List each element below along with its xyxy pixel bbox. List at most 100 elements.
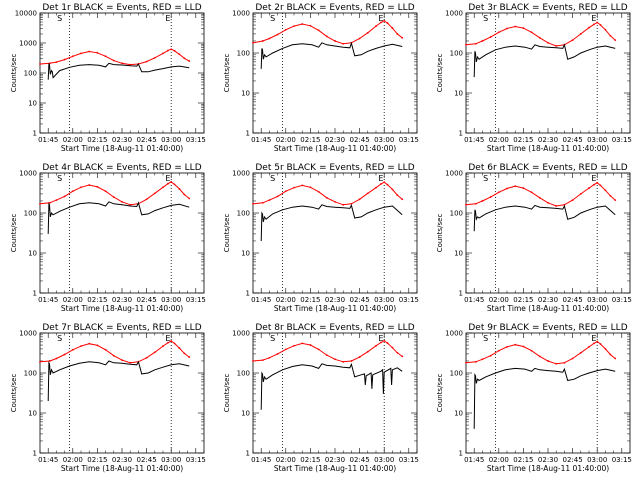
lld-point xyxy=(268,37,271,40)
lld-point xyxy=(80,52,82,55)
x-tick-label: 02:45 xyxy=(350,456,370,464)
lld-point xyxy=(588,187,590,189)
x-tick-label: 02:30 xyxy=(112,456,132,464)
lld-point xyxy=(380,341,382,344)
x-tick-label: 02:00 xyxy=(276,296,296,304)
lld-point xyxy=(599,184,602,187)
lld-point xyxy=(71,348,74,351)
lld-point xyxy=(497,31,500,34)
lld-point xyxy=(481,358,484,361)
lld-point xyxy=(465,203,467,206)
x-tick-label: 01:45 xyxy=(464,456,484,464)
lld-point xyxy=(301,184,304,187)
lld-point xyxy=(162,345,164,348)
panel-7r: Det 7r BLACK = Events, RED = LLD 1 10 100 10… xyxy=(10,323,206,473)
plot-frame xyxy=(465,332,631,454)
series-events xyxy=(473,367,616,429)
lld-point xyxy=(497,191,500,194)
lld-point xyxy=(121,359,123,362)
series-lld xyxy=(252,20,403,45)
lld-point xyxy=(506,187,508,190)
lld-point xyxy=(252,202,254,205)
lld-point xyxy=(167,49,169,52)
x-tick-label: 01:45 xyxy=(251,456,271,464)
marker-S: S xyxy=(483,174,488,183)
lld-point xyxy=(145,60,148,63)
lld-point xyxy=(284,190,287,193)
plot-frame xyxy=(465,12,631,134)
marker-S: S xyxy=(270,14,275,23)
y-tick-label: 1 xyxy=(33,130,37,138)
lld-point xyxy=(293,186,295,189)
lld-point xyxy=(39,63,41,65)
y-tick-label: 10 xyxy=(454,410,463,418)
lld-point xyxy=(88,342,91,345)
lld-point xyxy=(596,340,599,343)
lld-point xyxy=(366,350,369,353)
lld-point xyxy=(129,361,132,364)
lld-point xyxy=(153,351,156,354)
lld-point xyxy=(614,39,617,42)
y-tick-label: 10 xyxy=(241,250,250,258)
lld-point xyxy=(276,33,279,36)
x-tick-label: 02:00 xyxy=(276,456,296,464)
lld-point xyxy=(563,203,566,206)
lld-point xyxy=(604,189,607,192)
x-tick-label: 03:00 xyxy=(587,296,607,304)
lld-point xyxy=(375,344,377,347)
y-tick-label: 10000 xyxy=(15,10,37,18)
lld-point xyxy=(301,342,304,345)
lld-point xyxy=(588,26,590,29)
marker-S: S xyxy=(57,334,62,343)
x-axis-label: Start Time (18-Aug-11 01:40:00) xyxy=(274,144,396,153)
y-tick-label: 100 xyxy=(237,370,250,378)
y-tick-label: 1 xyxy=(246,290,250,298)
lld-point xyxy=(121,200,123,203)
lld-point xyxy=(317,348,320,351)
panel-3r: Det 3r BLACK = Events, RED = LLD 1 10 100 10… xyxy=(436,3,632,153)
lld-point xyxy=(391,27,394,29)
lld-point xyxy=(55,61,58,64)
x-tick-label: 03:15 xyxy=(186,296,206,304)
marker-S: S xyxy=(483,334,488,343)
y-tick-label: 1 xyxy=(459,130,463,138)
lld-point xyxy=(386,342,389,344)
x-tick-label: 02:30 xyxy=(325,456,345,464)
marker-E: E xyxy=(378,14,383,23)
x-axis-label: Start Time (18-Aug-11 01:40:00) xyxy=(487,304,609,313)
lld-point xyxy=(293,344,295,347)
x-tick-label: 02:45 xyxy=(563,456,583,464)
y-tick-label: 100 xyxy=(24,210,37,218)
lld-point xyxy=(358,198,361,201)
lld-point xyxy=(48,360,51,362)
lld-point xyxy=(538,196,541,199)
lld-point xyxy=(383,181,386,184)
y-tick-label: 1000 xyxy=(445,330,463,338)
lld-point xyxy=(375,25,377,28)
lld-point xyxy=(153,56,156,59)
marker-E: E xyxy=(591,14,596,23)
lld-point xyxy=(514,185,517,188)
x-tick-label: 01:45 xyxy=(38,296,58,304)
x-tick-label: 02:15 xyxy=(87,296,107,304)
lld-point xyxy=(604,348,607,350)
panel-title: Det 4r BLACK = Events, RED = LLD xyxy=(42,163,201,173)
lld-point xyxy=(401,355,404,358)
lld-point xyxy=(170,180,173,183)
y-tick-label: 100 xyxy=(450,370,463,378)
lld-point xyxy=(386,183,389,186)
lld-point xyxy=(252,41,254,44)
lld-point xyxy=(173,49,176,52)
lld-point xyxy=(261,40,264,42)
lld-point xyxy=(129,63,132,66)
lld-point xyxy=(252,360,254,362)
lld-point xyxy=(104,190,107,193)
lld-point xyxy=(39,202,41,205)
y-tick-label: 10 xyxy=(28,250,37,258)
x-tick-label: 02:45 xyxy=(350,136,370,144)
lld-point xyxy=(55,199,58,202)
panel-title: Det 3r BLACK = Events, RED = LLD xyxy=(468,3,627,13)
x-tick-label: 02:00 xyxy=(63,136,83,144)
panel-9r: Det 9r BLACK = Events, RED = LLD 1 10 100 10… xyxy=(436,323,632,473)
lld-point xyxy=(173,183,176,186)
